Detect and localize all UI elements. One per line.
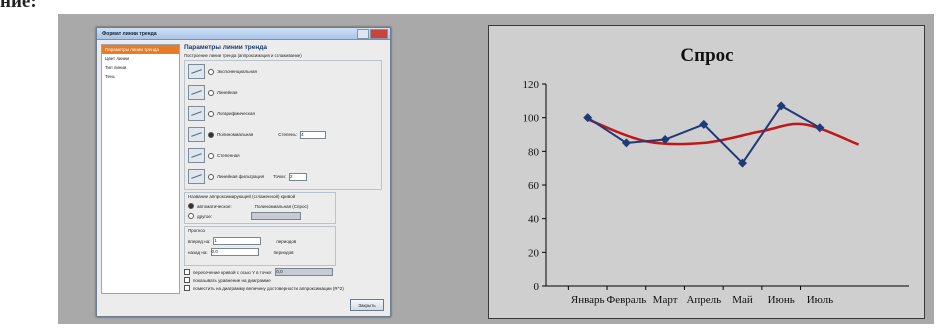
degree-input[interactable]: 4 xyxy=(300,130,327,139)
degree-label: Степень: xyxy=(278,132,298,137)
type-linear[interactable]: Линейная xyxy=(188,85,237,100)
polynomial-trend-icon xyxy=(188,127,205,142)
trend-name-group: Название аппроксимирующей (сглаженной) к… xyxy=(184,192,336,224)
moving-average-icon xyxy=(188,169,205,184)
nav-item-shadow[interactable]: Тень xyxy=(105,74,115,79)
intercept-checkbox[interactable] xyxy=(184,269,190,275)
linear-trend-icon xyxy=(188,85,205,100)
x-tick-label: Март xyxy=(653,294,678,306)
name-custom-option[interactable]: другое: xyxy=(188,212,302,220)
forecast-title: Прогноз xyxy=(188,228,205,233)
type-logarithmic[interactable]: Логарифмическая xyxy=(188,106,255,121)
data-point xyxy=(699,119,709,129)
y-tick-label: 40 xyxy=(528,214,540,226)
custom-name-input[interactable] xyxy=(251,212,302,220)
radio-logarithmic[interactable] xyxy=(208,110,214,117)
backward-input[interactable]: 0,0 xyxy=(210,248,259,256)
x-tick-label: Февраль xyxy=(607,294,647,306)
dialog-subheading: Построение линии тренда (аппроксимация и… xyxy=(184,53,302,58)
x-tick-label: Апрель xyxy=(686,294,721,306)
points-input[interactable]: 2 xyxy=(288,172,307,181)
close-button[interactable]: Закрыть xyxy=(350,299,384,311)
show-r2-row[interactable]: поместить на диаграмму величину достовер… xyxy=(184,285,344,291)
y-tick-label: 80 xyxy=(528,146,540,158)
dialog-nav: Параметры линии тренда Цвет линии Тип ли… xyxy=(101,44,180,294)
header-text: ние: xyxy=(0,0,37,12)
intercept-input[interactable]: 0,0 xyxy=(275,268,334,276)
trend-type-group: Экспоненциальная Линейная Логарифмическа… xyxy=(184,60,382,190)
chart-title: Спрос xyxy=(680,45,733,66)
data-point xyxy=(621,138,631,148)
data-point xyxy=(660,135,670,145)
logarithmic-trend-icon xyxy=(188,106,205,121)
forecast-group: Прогноз вперед на: 1 периодов назад на: 0,0… xyxy=(184,226,336,266)
forecast-backward-row: назад на: 0,0 периодов xyxy=(188,248,294,256)
name-group-title: Название аппроксимирующей (сглаженной) к… xyxy=(188,194,296,199)
trendline-format-dialog: Формат линии тренда Параметры линии трен… xyxy=(96,27,391,317)
data-point xyxy=(738,158,747,168)
dialog-title: Формат линии тренда xyxy=(102,31,157,37)
close-icon[interactable] xyxy=(370,29,388,39)
dialog-main: Параметры линии тренда Построение линии … xyxy=(184,44,384,292)
x-tick-label: Январь xyxy=(571,294,605,306)
data-point xyxy=(815,123,825,133)
x-tick-label: Июнь xyxy=(768,294,795,306)
auto-name-value: Полиномиальная (Спрос) xyxy=(254,203,309,209)
radio-name-custom[interactable] xyxy=(188,213,194,219)
exponential-trend-icon xyxy=(188,64,205,79)
demand-chart: Спрос 0 20 40 60 80 100 120 Январь Февраль Март Апр… xyxy=(488,25,925,319)
type-polynomial[interactable]: Полиномиальная Степень: 4 xyxy=(188,127,327,142)
data-point xyxy=(776,101,786,111)
radio-name-auto[interactable] xyxy=(188,203,194,209)
dialog-heading: Параметры линии тренда xyxy=(184,44,268,51)
type-exponential[interactable]: Экспоненциальная xyxy=(188,64,257,79)
help-button[interactable] xyxy=(357,29,369,39)
x-tick-label: Июль xyxy=(807,294,833,306)
forecast-forward-row: вперед на: 1 периодов xyxy=(188,237,297,245)
radio-moving-average[interactable] xyxy=(208,173,214,180)
radio-exponential[interactable] xyxy=(208,68,214,75)
type-moving-average[interactable]: Линейная фильтрация Точки: 2 xyxy=(188,169,307,184)
nav-item-line-style[interactable]: Тип линии xyxy=(105,65,127,70)
nav-item-trend-options[interactable]: Параметры линии тренда xyxy=(102,45,179,54)
show-r2-checkbox[interactable] xyxy=(184,285,190,291)
y-tick-label: 20 xyxy=(528,247,540,259)
forward-input[interactable]: 1 xyxy=(213,237,262,245)
nav-item-line-color[interactable]: Цвет линии xyxy=(105,56,129,61)
radio-linear[interactable] xyxy=(208,89,214,96)
intercept-row[interactable]: пересечение кривой с осью Y в точке: 0,0 xyxy=(184,268,334,276)
trend-line xyxy=(587,118,860,146)
points-label: Точки: xyxy=(273,174,286,179)
chart-svg: Спрос 0 20 40 60 80 100 120 Январь Февраль Март Апр… xyxy=(523,45,909,306)
radio-power[interactable] xyxy=(208,152,214,159)
data-point xyxy=(583,113,593,123)
power-trend-icon xyxy=(188,148,205,163)
dialog-titlebar: Формат линии тренда xyxy=(97,28,390,40)
x-tick-label: Май xyxy=(732,294,753,306)
y-tick-label: 0 xyxy=(534,281,540,293)
y-tick-label: 100 xyxy=(523,113,540,125)
show-equation-checkbox[interactable] xyxy=(184,277,190,283)
name-auto-option[interactable]: автоматическое: Полиномиальная (Спрос) xyxy=(188,203,308,209)
y-tick-label: 120 xyxy=(523,79,540,91)
show-equation-row[interactable]: показывать уравнение на диаграмме xyxy=(184,277,271,283)
y-tick-label: 60 xyxy=(528,180,540,192)
radio-polynomial[interactable] xyxy=(208,131,214,138)
type-power[interactable]: Степенная xyxy=(188,148,240,163)
